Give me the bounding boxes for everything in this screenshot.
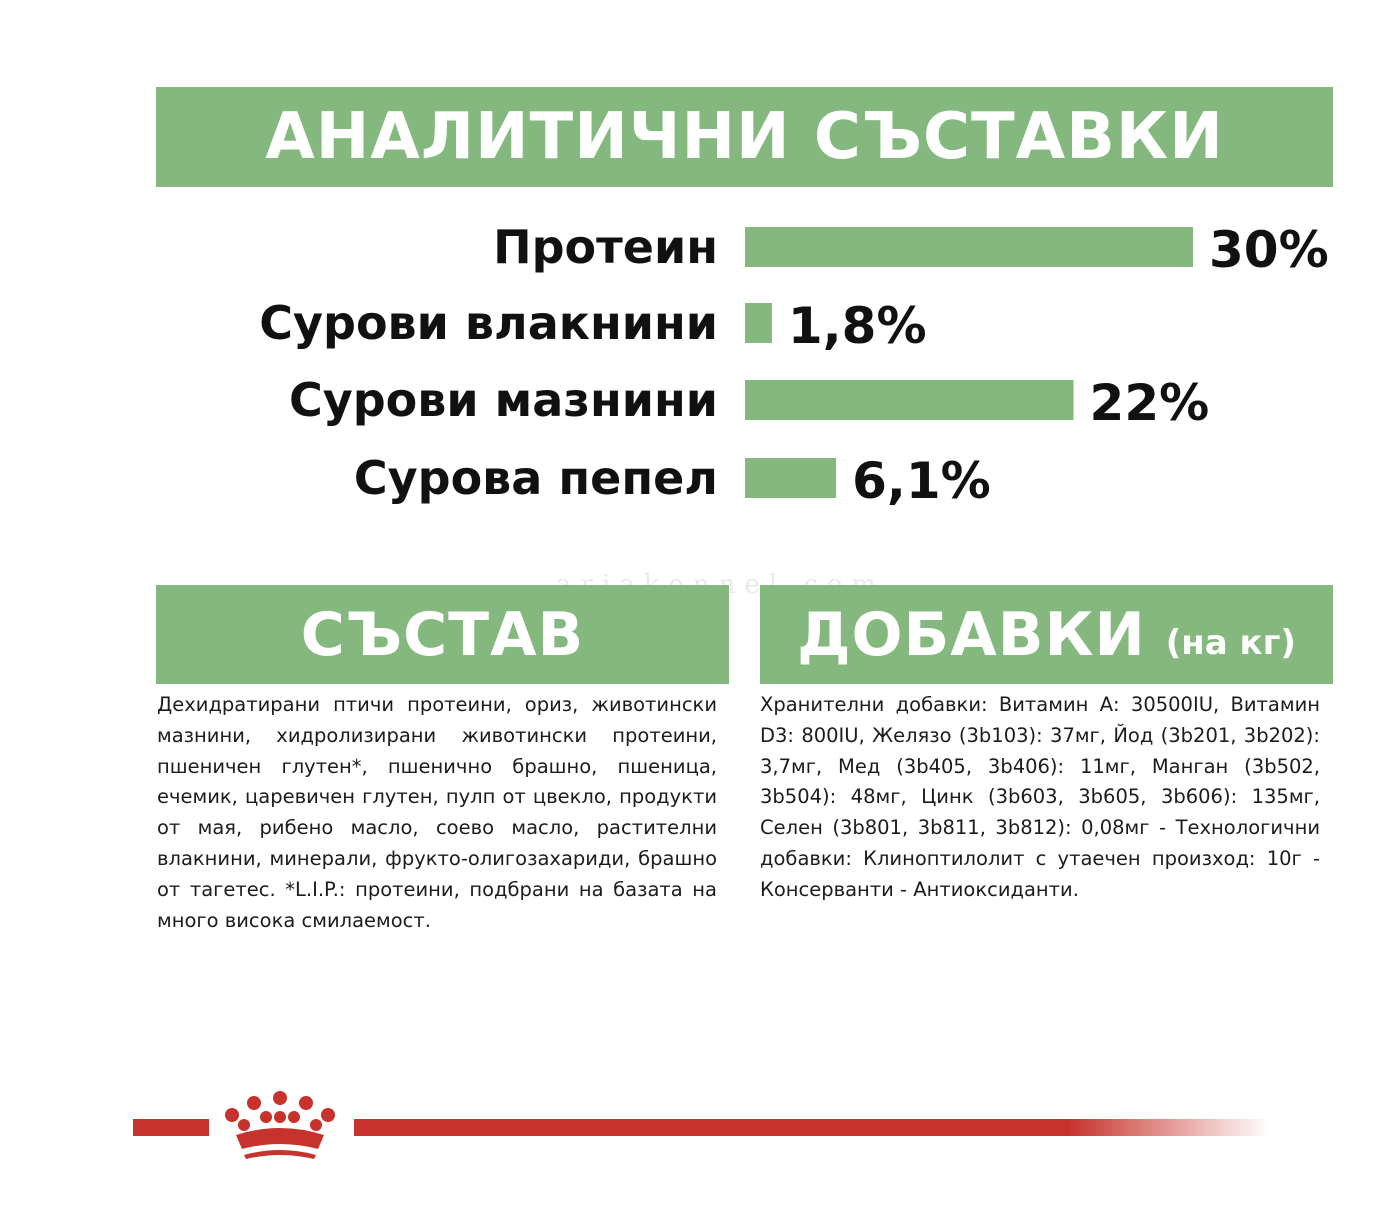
additives-title: ДОБАВКИ [797,599,1146,670]
bar [745,458,837,498]
bar-category-label: Сурови влакнини [259,296,718,350]
composition-title: СЪСТАВ [300,599,585,670]
composition-text: Дехидратирани птичи протеини, ориз, живо… [157,693,717,932]
additives-banner: ДОБАВКИ (на кг) [760,585,1333,684]
bar [745,227,1193,267]
bar-value-label: 30% [1209,221,1329,279]
bar-value-label: 6,1% [852,452,991,510]
footer-line-right [354,1119,1270,1136]
bar-value-label: 22% [1090,374,1210,432]
footer-line-left [133,1119,209,1136]
analytical-constituents-chart: Протеин 30% Сурови влакнини 1,8% Сурови мазн… [259,220,1329,510]
bar-category-label: Сурова пепел [354,451,718,505]
additives-subtitle: (на кг) [1165,622,1296,663]
bar [745,380,1074,420]
bar-category-label: Сурови мазнини [289,373,718,427]
bar-category-label: Протеин [493,220,718,274]
bar [745,303,772,343]
analytical-constituents-banner: АНАЛИТИЧНИ СЪСТАВКИ [156,87,1333,187]
crown-icon [225,1091,335,1159]
additives-text: Хранителни добавки: Витамин А: 30500IU, … [760,693,1320,901]
composition-banner: СЪСТАВ [156,585,729,684]
analytical-constituents-title: АНАЛИТИЧНИ СЪСТАВКИ [265,100,1224,174]
bar-value-label: 1,8% [788,297,927,355]
